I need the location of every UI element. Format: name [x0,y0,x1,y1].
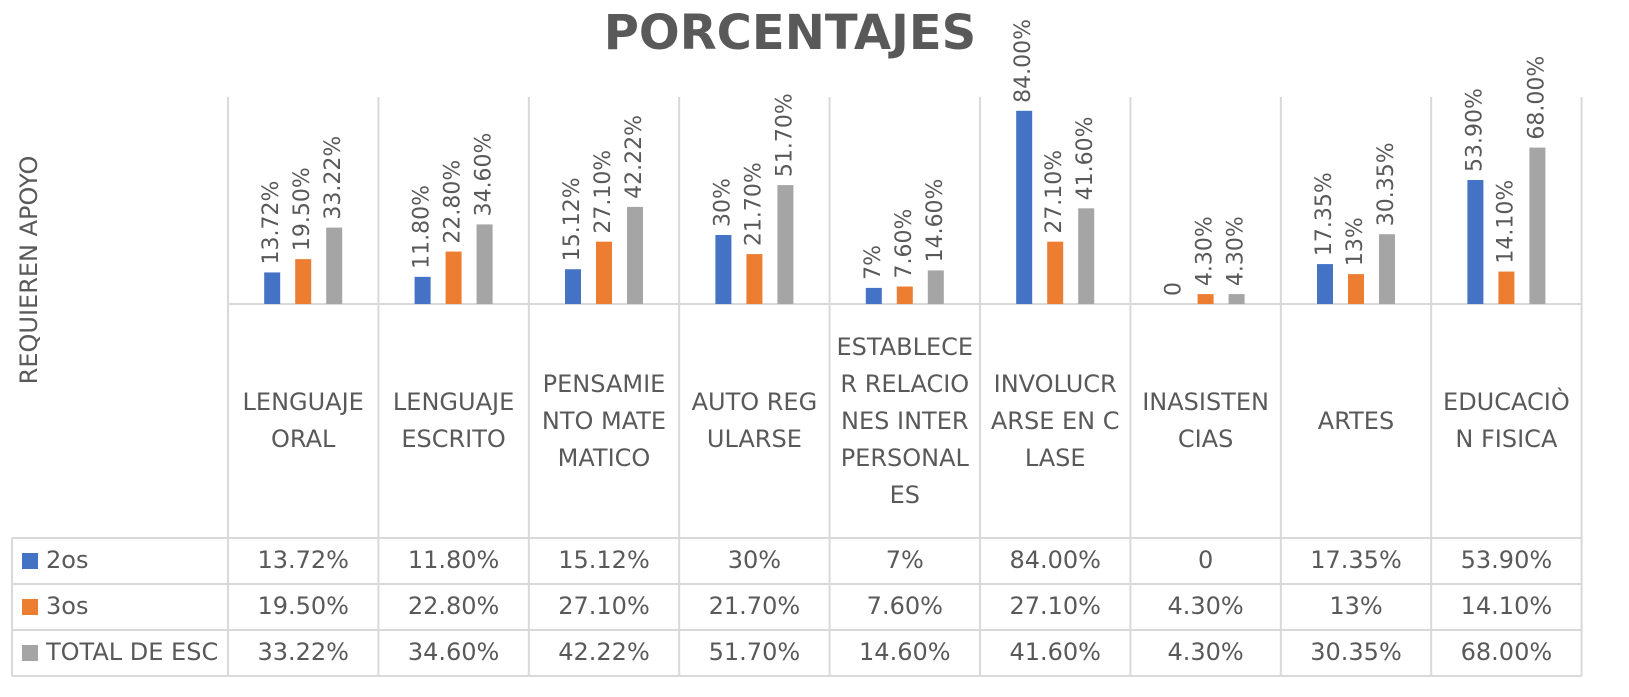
y-axis-title: REQUIEREN APOYO [15,156,43,385]
legend-label: 3os [46,592,88,620]
x-tick-label: INASISTENCIAS [1142,388,1269,453]
bar [1498,271,1515,304]
data-label: 17.35% [1312,172,1337,256]
bar [1379,234,1395,304]
x-tick-label: ARTES [1317,406,1395,435]
x-tick-label: ESTABLECER RELACIONES INTERPERSONALES [836,332,974,509]
bar [295,259,312,304]
bar [1228,294,1245,304]
data-label: 30.35% [1374,142,1399,226]
data-label: 15.12% [560,177,585,261]
data-label: 30% [710,178,735,227]
bar [777,185,794,304]
data-label: 68.00% [1524,56,1549,140]
data-label: 13% [1343,217,1368,266]
table-cell: 42.22% [558,638,650,666]
bar [1078,208,1095,304]
x-tick-label: LENGUAJE ORAL [242,388,364,453]
bar [476,224,493,304]
bar [1016,110,1033,304]
bar [445,251,462,304]
legend-key [22,553,38,569]
table-cell: 7% [886,546,924,574]
data-label: 51.70% [772,93,797,177]
bar [927,270,944,304]
table-cell: 13% [1329,592,1382,620]
x-tick-label: LENGUAJE ESCRITO [392,388,515,453]
table-cell: 41.60% [1009,638,1101,666]
data-label: 7% [861,245,886,280]
data-label: 14.60% [923,179,948,263]
bar [264,272,281,304]
data-label: 27.10% [1042,150,1067,234]
bar [715,235,732,304]
data-label: 33.22% [321,136,346,220]
data-label: 4.30% [1224,216,1249,286]
bar [1467,180,1484,304]
bar [1047,241,1064,304]
data-label: 13.72% [259,181,284,265]
table-cell: 19.50% [257,592,349,620]
bar [326,227,343,304]
legend-key [22,599,38,615]
bar [627,206,643,304]
table-cell: 4.30% [1167,638,1243,666]
table-cell: 68.00% [1461,638,1553,666]
table-cell: 21.70% [709,592,801,620]
bar [565,269,581,304]
table-cell: 27.10% [558,592,650,620]
data-label: 11.80% [410,185,435,269]
data-label: 19.50% [290,167,315,251]
x-tick-label: EDUCACIÒN FISICA [1443,388,1570,453]
table-cell: 84.00% [1009,546,1101,574]
data-label: 41.60% [1073,116,1098,200]
x-tick-label: INVOLUCRARSE EN CLASE [990,369,1120,472]
data-label: 0 [1162,282,1187,296]
table-cell: 30% [728,546,781,574]
table-cell: 4.30% [1167,592,1243,620]
table-cell: 33.22% [257,638,349,666]
data-label: 4.30% [1193,216,1218,286]
data-label: 14.10% [1493,180,1518,264]
table-cell: 7.60% [867,592,943,620]
x-tick-label: PENSAMIENTO MATEMATICO [541,369,667,472]
data-label: 34.60% [472,133,497,217]
legend-label: 2os [46,546,88,574]
bar [1317,264,1333,304]
legend-key [22,645,38,661]
chart-title: PORCENTAJES [604,5,977,61]
table-cell: 51.70% [709,638,801,666]
bar [1197,294,1214,304]
data-label: 53.90% [1462,88,1487,172]
table-cell: 14.10% [1461,592,1553,620]
table-cell: 17.35% [1310,546,1402,574]
x-tick-label: AUTO REGULARSE [691,388,818,453]
data-label: 22.80% [441,160,466,244]
table-cell: 0 [1198,546,1213,574]
bar [596,241,612,304]
data-label: 7.60% [892,209,917,279]
table-cell: 14.60% [859,638,951,666]
data-label: 42.22% [622,115,647,199]
table-cell: 15.12% [558,546,650,574]
bar [746,254,763,304]
table-cell: 22.80% [408,592,500,620]
table-cell: 34.60% [408,638,500,666]
bar [1348,274,1364,304]
legend-label: TOTAL DE ESC [45,638,218,666]
bar [896,286,913,304]
bar [865,287,882,304]
bar [1529,147,1546,304]
data-label: 84.00% [1011,19,1036,103]
table-cell: 13.72% [257,546,349,574]
bar [414,276,431,304]
table-cell: 27.10% [1009,592,1101,620]
table-cell: 30.35% [1310,638,1402,666]
data-label: 21.70% [741,162,766,246]
data-label: 27.10% [591,150,616,234]
table-cell: 53.90% [1461,546,1553,574]
table-cell: 11.80% [408,546,500,574]
